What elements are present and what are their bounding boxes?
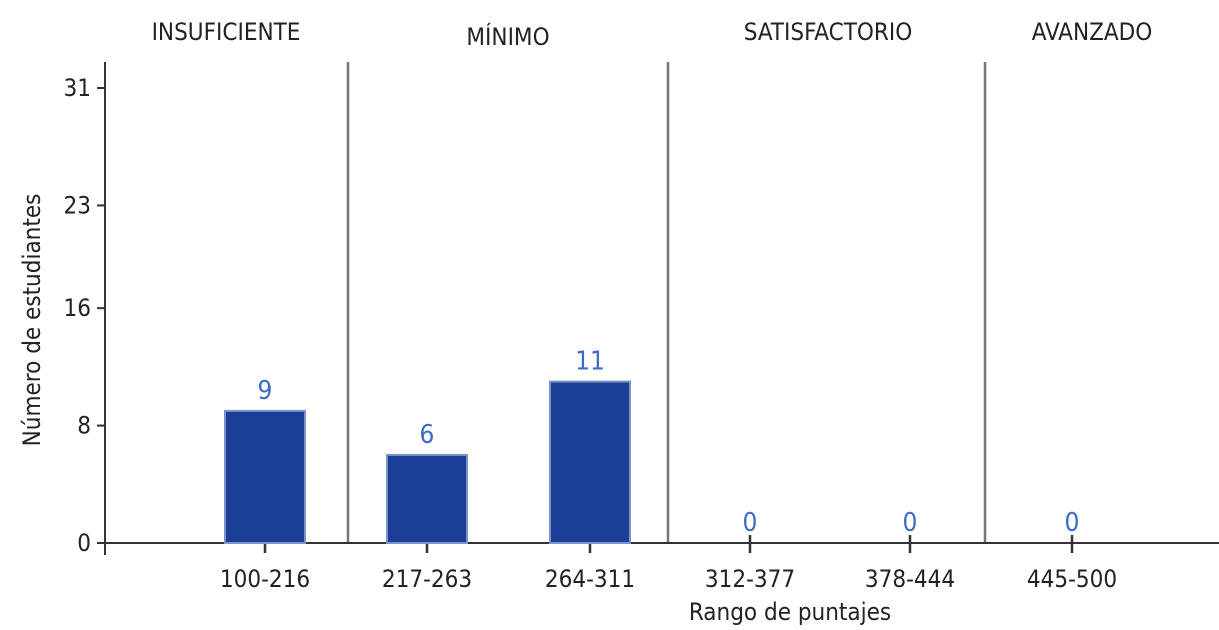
value-labels: 9 6 11 0 0 0 bbox=[258, 347, 1080, 538]
performance-levels: INSUFICIENTE MÍNIMO SATISFACTORIO AVANZADO bbox=[152, 18, 1153, 51]
level-label: INSUFICIENTE bbox=[152, 18, 301, 46]
data-label: 9 bbox=[258, 376, 273, 406]
data-label: 0 bbox=[903, 508, 918, 538]
level-dividers bbox=[346, 62, 987, 543]
y-tick-label: 31 bbox=[64, 74, 91, 102]
x-tick-label: 264-311 bbox=[545, 565, 635, 593]
data-label: 6 bbox=[420, 420, 435, 450]
bar bbox=[386, 453, 468, 544]
x-tick-label: 445-500 bbox=[1027, 565, 1117, 593]
data-label: 0 bbox=[1065, 508, 1080, 538]
y-tick-label: 23 bbox=[64, 191, 91, 219]
x-tick-label: 100-216 bbox=[220, 565, 310, 593]
level-label: SATISFACTORIO bbox=[744, 18, 913, 46]
axes: 0 8 16 23 31 100-216 217-263 264-311 312-377 378-… bbox=[64, 62, 1219, 593]
x-tick-label: 312-377 bbox=[705, 565, 795, 593]
level-label: MÍNIMO bbox=[466, 22, 549, 51]
y-tick-label: 0 bbox=[77, 529, 91, 557]
y-tick-label: 16 bbox=[64, 294, 91, 322]
level-label: AVANZADO bbox=[1032, 18, 1153, 46]
x-axis-title: Rango de puntajes bbox=[689, 598, 891, 626]
x-tick-label: 378-444 bbox=[865, 565, 955, 593]
y-axis-title: Número de estudiantes bbox=[18, 194, 46, 447]
bar bbox=[224, 409, 306, 544]
bars bbox=[224, 380, 631, 545]
x-tick-label: 217-263 bbox=[382, 565, 472, 593]
data-label: 11 bbox=[575, 347, 605, 377]
y-tick-label: 8 bbox=[77, 412, 91, 440]
data-label: 0 bbox=[743, 508, 758, 538]
bar bbox=[549, 380, 631, 545]
